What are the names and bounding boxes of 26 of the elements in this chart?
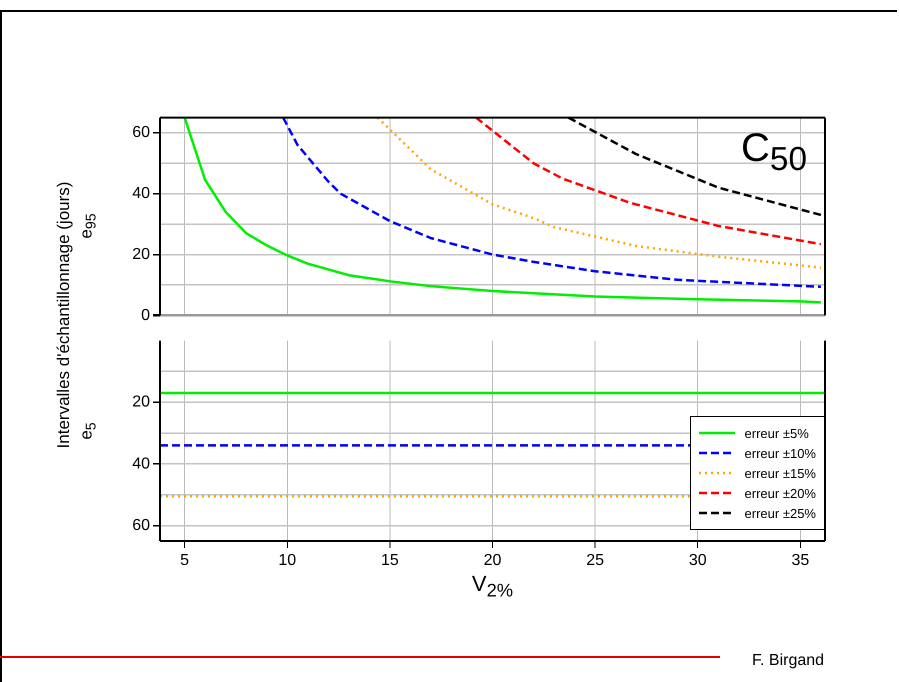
y-tick-label: 40 (132, 455, 150, 472)
y-tick-label: 20 (132, 246, 150, 263)
line-series (282, 118, 822, 288)
y-tick-label: 60 (132, 124, 150, 142)
line-series (376, 118, 822, 269)
x-tick-label: 10 (278, 552, 296, 570)
y-tick-label: 20 (132, 394, 150, 411)
legend-label: erreur ±10% (744, 446, 816, 461)
x-tick-label: 30 (688, 552, 707, 570)
legend-label: erreur ±5% (744, 426, 809, 441)
legend-label: erreur ±25% (744, 506, 816, 521)
x-tick-label: 5 (180, 552, 190, 570)
x-axis-title: V$_{2%}$ (472, 571, 514, 602)
line-series (474, 118, 822, 246)
x-tick-label: 20 (484, 552, 502, 570)
y-tick-label: 0 (141, 306, 150, 324)
legend-label: erreur ±15% (744, 466, 816, 481)
y-tick-label: 40 (132, 185, 150, 202)
y-tick-label: 60 (132, 516, 150, 534)
x-tick-label: 35 (791, 552, 810, 570)
x-tick-label: 15 (380, 552, 399, 570)
x-tick-label: 25 (586, 552, 604, 570)
text: F. Birgand (752, 652, 824, 670)
annotation: C$_{50}$ (741, 126, 807, 179)
y-axis-title: Intervalles d'échantillonnage (jours) (54, 182, 74, 449)
legend-label: erreur ±20% (744, 486, 816, 501)
